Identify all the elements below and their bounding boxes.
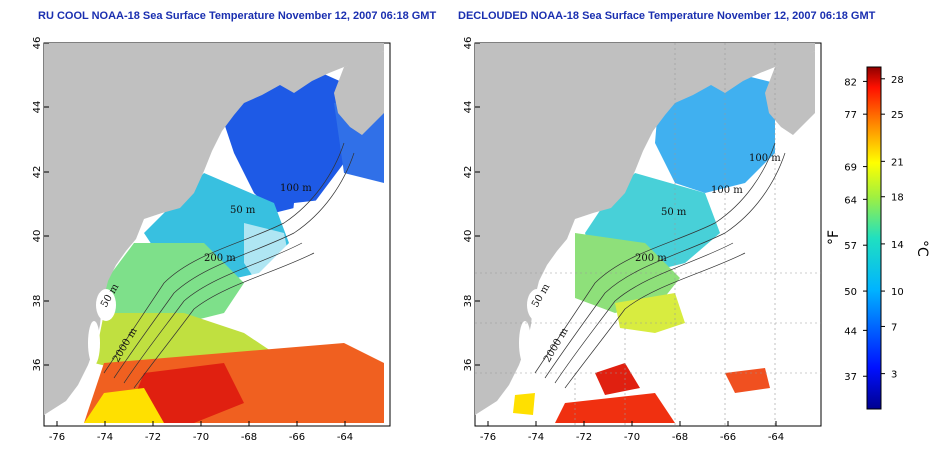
lat-tick-label: 36 [32, 359, 43, 372]
left-contour-label: 100 m [280, 183, 312, 194]
celsius-tick-label: 14 [891, 240, 904, 251]
fahrenheit-tick-label: 77 [844, 110, 857, 121]
left-bathymetry-contours [103, 142, 355, 389]
right-axis-ticks: 46 44 42 40 38 36 -76 -74 -72 -70 -68 -66 -64 [463, 37, 784, 443]
lon-tick-label: -68 [672, 432, 688, 443]
celsius-tick-label: 18 [891, 193, 904, 204]
fahrenheit-tick-label: 82 [844, 77, 857, 88]
lat-tick-label: 36 [463, 359, 474, 372]
right-contour-label: 200 m [635, 253, 667, 264]
right-map-panel: 100 m 100 m 50 m 200 m 50 m 2000 m 46444… [463, 37, 822, 443]
lat-tick-label: 42 [463, 166, 474, 179]
left-map-panel: 100 m 50 m 200 m 50 m 2000 m 46444240383… [32, 37, 391, 443]
fahrenheit-unit-label: °F [826, 230, 842, 245]
lon-tick-label: -74 [97, 432, 113, 443]
lon-tick-label: -70 [624, 432, 640, 443]
lat-tick-label: 38 [463, 295, 474, 308]
lat-tick-label: 46 [32, 37, 43, 50]
celsius-tick-label: 7 [891, 322, 897, 333]
lon-tick-label: -68 [241, 432, 257, 443]
lon-tick-label: -66 [720, 432, 736, 443]
lat-tick-label: 38 [32, 295, 43, 308]
left-axis-ticks: 46 44 42 40 38 36 -76 -74 -72 -70 -68 -66 -64 [32, 37, 353, 443]
right-contour-label: 100 m [711, 185, 743, 196]
right-panel-title: DECLOUDED NOAA-18 Sea Surface Temperatur… [458, 10, 876, 22]
celsius-tick-label: 10 [891, 287, 904, 298]
fahrenheit-tick-label: 37 [844, 372, 857, 383]
right-contour-label: 100 m [749, 153, 781, 164]
lon-tick-label: -70 [193, 432, 209, 443]
right-bathymetry-contours [534, 142, 786, 389]
lat-tick-label: 46 [463, 37, 474, 50]
lat-tick-label: 44 [463, 101, 474, 114]
celsius-tick-label: 25 [891, 110, 904, 121]
lat-tick-label: 40 [32, 230, 43, 243]
celsius-tick-label: 21 [891, 157, 904, 168]
celsius-tick-label: 28 [891, 75, 904, 86]
fahrenheit-tick-label: 44 [844, 326, 857, 337]
lon-tick-label: -72 [576, 432, 592, 443]
fahrenheit-tick-label: 57 [844, 241, 857, 252]
left-contour-label: 200 m [204, 253, 236, 264]
right-grid-lines [475, 43, 821, 426]
fahrenheit-tick-label: 50 [844, 287, 857, 298]
lon-tick-label: -66 [289, 432, 305, 443]
temperature-colorbar: 28 25 21 18 14 10 7 3 82 77 69 64 57 50 44 37 °F °C [826, 66, 930, 410]
fahrenheit-tick-label: 69 [844, 163, 857, 174]
lat-tick-label: 44 [32, 101, 43, 114]
fahrenheit-tick-label: 64 [844, 195, 857, 206]
colorbar-gradient [866, 66, 882, 410]
celsius-tick-label: 3 [891, 370, 897, 381]
colorbar-ticks: 28 25 21 18 14 10 7 3 82 77 69 64 57 50 44 37 [844, 75, 903, 383]
lon-tick-label: -74 [528, 432, 544, 443]
lon-tick-label: -64 [768, 432, 784, 443]
lon-tick-label: -64 [337, 432, 353, 443]
left-contour-label: 50 m [230, 205, 256, 216]
lat-tick-label: 42 [32, 166, 43, 179]
left-panel-title: RU COOL NOAA-18 Sea Surface Temperature … [38, 10, 437, 22]
lon-tick-label: -72 [145, 432, 161, 443]
lat-tick-label: 40 [463, 230, 474, 243]
celsius-unit-label: °C [914, 240, 930, 257]
lon-tick-label: -76 [480, 432, 496, 443]
lon-tick-label: -76 [49, 432, 65, 443]
right-contour-label: 50 m [661, 207, 687, 218]
